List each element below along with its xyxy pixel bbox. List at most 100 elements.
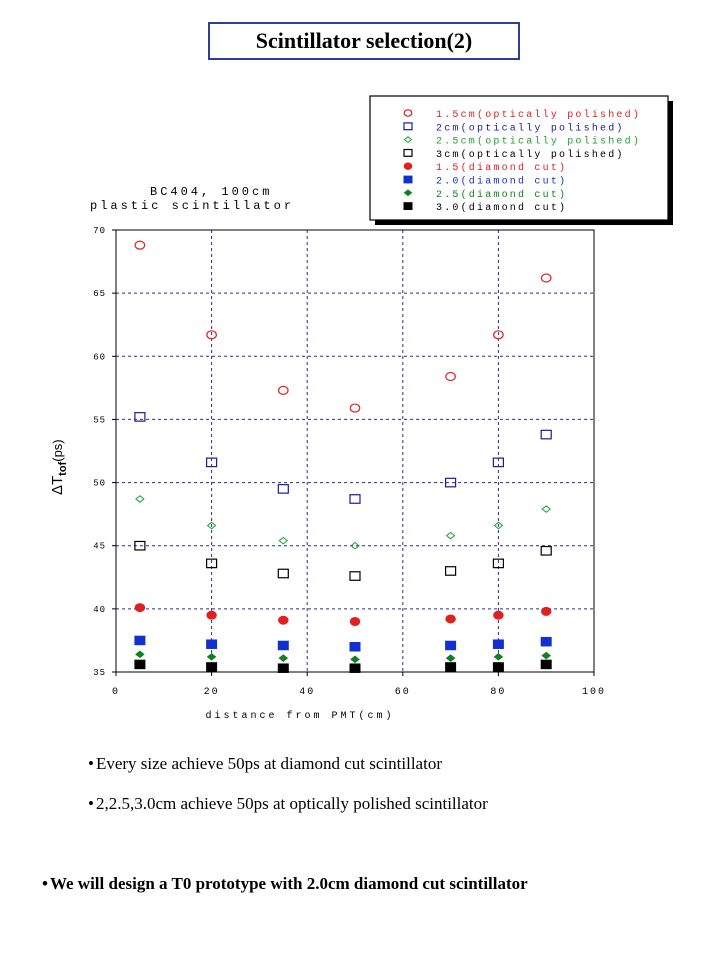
legend-label: 3.0(diamond cut)	[436, 202, 567, 214]
y-tick-label: 55	[93, 415, 106, 425]
data-point	[349, 571, 361, 581]
data-point	[278, 654, 289, 662]
data-point	[492, 457, 504, 468]
data-point	[493, 610, 504, 620]
bullet-3: • We will design a T0 prototype with 2.0c…	[42, 874, 528, 894]
legend-label: 1.5(diamond cut)	[436, 162, 567, 174]
y-tick-label: 40	[93, 605, 106, 615]
data-point	[445, 531, 456, 540]
data-point	[349, 663, 361, 673]
x-tick-label: 20	[204, 687, 220, 698]
legend-marker	[403, 148, 413, 157]
data-point	[277, 484, 289, 494]
x-tick-label: 40	[299, 687, 315, 698]
legend-marker	[403, 175, 413, 184]
y-tick-label: 70	[93, 226, 106, 236]
plot-frame	[115, 229, 595, 673]
y-tick-label: 65	[93, 289, 106, 299]
data-point	[277, 663, 289, 673]
bullet-2-marker: •	[88, 794, 94, 813]
data-point	[134, 659, 146, 670]
data-point	[445, 640, 457, 651]
y-tick-label: 60	[93, 352, 106, 362]
data-point	[206, 610, 217, 620]
legend-marker	[403, 136, 413, 144]
data-point	[492, 558, 504, 569]
data-point	[350, 655, 360, 664]
data-point	[277, 568, 289, 579]
y-axis-label-main: ΔT	[49, 476, 66, 495]
data-point	[493, 521, 504, 530]
data-point	[135, 650, 145, 659]
data-point	[445, 566, 457, 576]
data-point	[541, 505, 552, 513]
data-point	[445, 614, 456, 624]
data-point	[540, 429, 552, 440]
data-point	[206, 457, 218, 468]
bullet-2-text: 2,2.5,3.0cm achieve 50ps at optically po…	[95, 794, 488, 813]
data-point	[541, 651, 552, 660]
data-point	[206, 330, 217, 340]
data-point	[349, 641, 361, 652]
data-point	[493, 653, 504, 661]
legend-label: 1.5cm(optically polished)	[436, 109, 641, 121]
data-point	[278, 615, 289, 625]
data-point	[206, 521, 217, 530]
data-point	[134, 240, 146, 250]
x-tick-label: 60	[395, 687, 411, 698]
legend-label: 2.0(diamond cut)	[436, 176, 567, 188]
data-point	[445, 477, 457, 488]
bullet-3-marker: •	[42, 874, 48, 893]
bullet-3-text: We will design a T0 prototype with 2.0cm…	[49, 874, 528, 893]
data-point	[540, 659, 552, 670]
data-point	[349, 616, 361, 626]
y-axis-label-sub: tof	[57, 461, 69, 475]
legend-marker	[403, 109, 413, 117]
y-tick-label: 50	[93, 479, 106, 489]
data-point	[540, 273, 552, 283]
data-point	[206, 639, 218, 649]
bullet-2: • 2,2.5,3.0cm achieve 50ps at optically p…	[88, 794, 488, 814]
data-point	[493, 330, 504, 340]
data-point	[445, 662, 457, 672]
y-tick-label: 35	[93, 668, 106, 678]
data-point	[135, 495, 145, 503]
legend-marker	[403, 122, 413, 131]
data-point	[540, 636, 552, 647]
data-point	[492, 639, 504, 649]
y-tick-label: 45	[93, 542, 106, 552]
legend-box	[369, 95, 669, 221]
data-point	[206, 662, 218, 672]
bullet-1: • Every size achieve 50ps at diamond cut …	[88, 754, 442, 774]
plot-title-line-1: BC404, 100cm	[150, 185, 272, 199]
legend-label: 2.5(diamond cut)	[436, 189, 567, 201]
data-point	[445, 371, 456, 382]
slide-title: Scintillator selection(2)	[208, 22, 520, 60]
data-point	[349, 494, 361, 504]
y-axis-label-unit: (ps)	[50, 439, 65, 461]
data-point	[134, 635, 146, 646]
data-point	[134, 412, 146, 422]
data-point	[134, 540, 146, 551]
data-point	[134, 603, 146, 613]
data-point	[540, 606, 552, 616]
legend-label: 2.5cm(optically polished)	[436, 136, 641, 148]
x-tick-label: 0	[112, 687, 120, 698]
x-axis-label: distance from PMT(cm)	[205, 710, 394, 722]
data-point	[277, 385, 289, 395]
x-tick-label: 80	[490, 687, 506, 698]
data-point	[445, 654, 456, 662]
legend-marker	[403, 189, 413, 197]
data-point	[540, 545, 552, 556]
plot-title-line-2: plastic scintillator	[90, 199, 294, 213]
bullet-1-marker: •	[88, 754, 94, 773]
data-point	[350, 541, 360, 550]
data-point	[277, 640, 289, 651]
legend-label: 3cm(optically polished)	[436, 149, 625, 161]
data-point	[349, 403, 361, 413]
bullet-1-text: Every size achieve 50ps at diamond cut s…	[95, 754, 442, 773]
legend-marker	[403, 162, 413, 170]
x-tick-label: 100	[582, 687, 606, 698]
legend-label: 2cm(optically polished)	[436, 122, 625, 134]
